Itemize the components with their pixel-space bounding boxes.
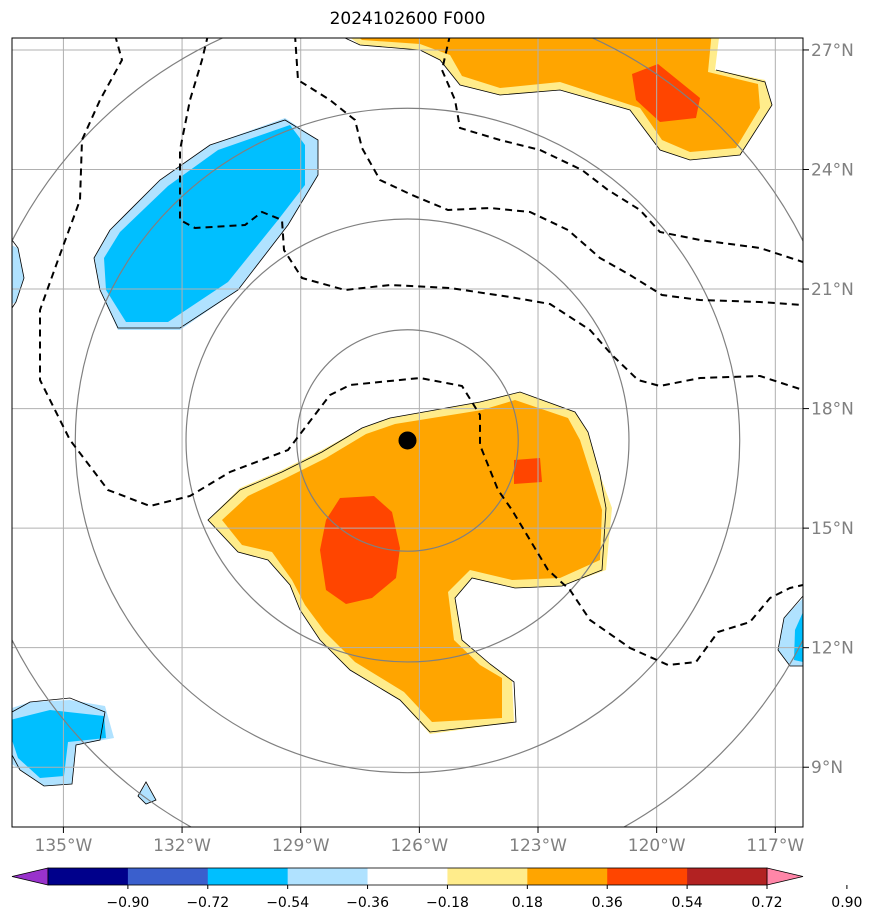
colorbar-bin-1 xyxy=(127,868,209,885)
colorbar: −0.90 −0.72 −0.54 −0.36 −0.18 0.18 0.36 0.54 0.7… xyxy=(11,867,862,911)
lon-tick-label: 132°W xyxy=(153,836,211,856)
colorbar-tick-label: −0.90 xyxy=(106,895,149,911)
colorbar-bin-7 xyxy=(607,868,688,885)
negative-anomaly-southwest-core xyxy=(12,710,106,778)
colorbar-bin-3 xyxy=(287,868,369,885)
colorbar-tick-label: 0.36 xyxy=(592,895,623,911)
lat-tick-label: 15°N xyxy=(811,519,854,539)
contour-2 xyxy=(179,38,803,391)
lon-tick-label: 117°W xyxy=(746,836,804,856)
range-ring-2 xyxy=(185,218,630,663)
dashed-contours xyxy=(39,38,803,667)
outline-negative-small xyxy=(137,781,157,805)
colorbar-frame xyxy=(47,867,768,886)
colorbar-tick-label: −0.36 xyxy=(346,895,389,911)
lat-tick-label: 18°N xyxy=(811,400,854,420)
storm-center-marker xyxy=(398,431,417,450)
outline-negative-east xyxy=(777,595,803,667)
colorbar-tick-label: 0.54 xyxy=(672,895,703,911)
range-ring-3 xyxy=(74,107,741,774)
colorbar-bin-5 xyxy=(447,868,528,885)
colorbar-tick-label: 0.72 xyxy=(751,895,782,911)
outline-positive-north xyxy=(344,38,773,161)
negative-anomaly-northwest-core xyxy=(104,125,305,322)
lat-tick-label: 21°N xyxy=(811,280,854,300)
positive-anomaly-max-west xyxy=(320,496,400,604)
outline-positive-south xyxy=(207,391,607,733)
lat-tick-label: 9°N xyxy=(811,758,843,778)
colorbar-tick-label: 0.18 xyxy=(512,895,543,911)
lat-tick-label: 27°N xyxy=(811,41,854,61)
colorbar-tick-label: −0.18 xyxy=(426,895,469,911)
outline-negative-west xyxy=(12,239,25,309)
lat-tick-label: 12°N xyxy=(811,639,854,659)
lon-tick-label: 135°W xyxy=(35,836,93,856)
lon-tick-label: 123°W xyxy=(509,836,567,856)
map-plot-area xyxy=(0,38,803,827)
colorbar-bin-2 xyxy=(207,868,289,885)
colorbar-bin-4 xyxy=(367,868,448,885)
latitude-axis: 9°N 12°N 15°N 18°N 21°N 24°N 27°N xyxy=(803,41,854,778)
contour-3 xyxy=(294,38,803,306)
colorbar-extend-max xyxy=(766,867,804,886)
colorbar-tick-label: −0.54 xyxy=(266,895,309,911)
lon-tick-label: 126°W xyxy=(390,836,448,856)
colorbar-bin-6 xyxy=(527,868,608,885)
positive-anomaly-south-core xyxy=(222,400,602,722)
contour-1 xyxy=(39,38,803,667)
negative-anomaly-small xyxy=(138,784,156,804)
plot-frame xyxy=(11,37,804,828)
range-ring-1 xyxy=(296,329,519,552)
range-rings xyxy=(12,38,803,827)
positive-anomaly-north-max xyxy=(632,64,700,122)
anomaly-outlines xyxy=(12,38,803,805)
negative-anomaly-west-edge-core xyxy=(0,250,12,300)
outline-negative-northwest xyxy=(93,119,319,329)
colorbar-bin-8 xyxy=(687,868,768,885)
negative-anomaly-east-edge-core xyxy=(794,612,803,662)
lat-tick-label: 24°N xyxy=(811,161,854,181)
colorbar-tick-label: −0.72 xyxy=(186,895,229,911)
lon-tick-label: 129°W xyxy=(272,836,330,856)
positive-anomaly-max-east xyxy=(514,458,542,484)
longitude-axis: 135°W 132°W 129°W 126°W 123°W 120°W 117°W xyxy=(35,827,804,856)
lon-tick-label: 120°W xyxy=(628,836,686,856)
gridlines xyxy=(12,38,803,827)
positive-anomaly-shading xyxy=(208,38,772,734)
outline-negative-southwest xyxy=(12,697,106,787)
colorbar-bin-0 xyxy=(48,868,129,885)
colorbar-extend-min xyxy=(11,867,49,886)
colorbar-tick-label: 0.90 xyxy=(831,895,862,911)
map-title: 2024102600 F000 xyxy=(329,9,486,29)
